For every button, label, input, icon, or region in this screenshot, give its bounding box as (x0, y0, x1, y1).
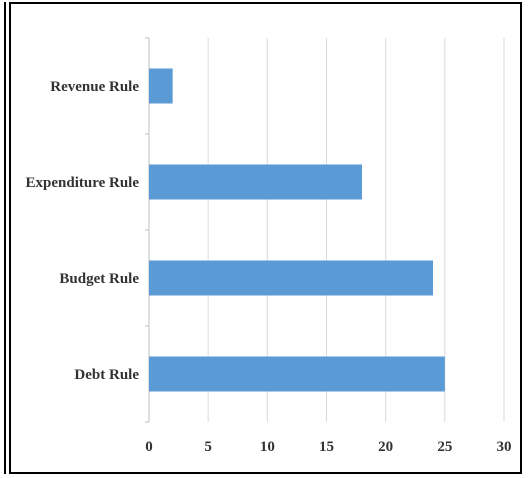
x-tick-label: 15 (319, 439, 334, 455)
chart-border (9, 2, 522, 474)
bars (149, 68, 445, 392)
bar-revenue-rule (149, 68, 173, 104)
category-label: Budget Rule (59, 271, 139, 287)
x-tick-label: 5 (204, 439, 212, 455)
bar-budget-rule (149, 260, 433, 296)
category-labels: Revenue Rule Expenditure Rule Budget Rule D… (26, 79, 140, 383)
category-label: Revenue Rule (50, 79, 139, 95)
x-tick-label: 10 (260, 439, 275, 455)
x-tick-labels: 0 5 10 15 20 25 30 (145, 439, 511, 455)
category-label: Expenditure Rule (26, 175, 140, 191)
x-tick-label: 25 (437, 439, 452, 455)
left-divider (4, 2, 6, 474)
category-label: Debt Rule (74, 367, 139, 383)
x-tick-label: 30 (497, 439, 512, 455)
bar-expenditure-rule (149, 164, 362, 200)
x-tick-label: 0 (145, 439, 153, 455)
x-tick-label: 20 (378, 439, 393, 455)
axes (145, 37, 150, 423)
bar-debt-rule (149, 356, 445, 392)
